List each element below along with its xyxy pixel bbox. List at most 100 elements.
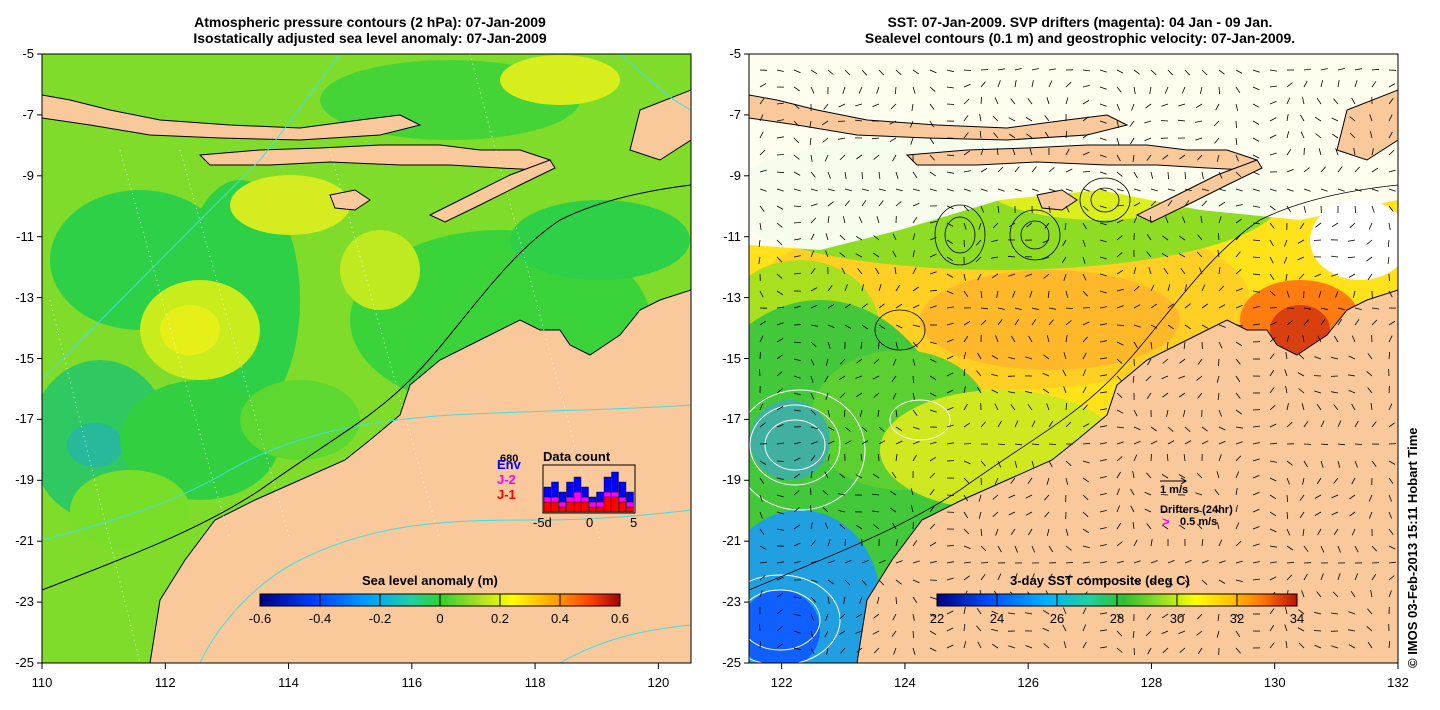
lat-tick-label: -13 [15, 289, 34, 305]
velocity-arrow [1014, 460, 1018, 468]
velocity-arrow [963, 460, 971, 465]
velocity-arrow [875, 267, 880, 275]
velocity-arrow [1351, 403, 1356, 411]
sla-field [42, 55, 690, 550]
data-count-bar [543, 501, 552, 513]
velocity-arrow [793, 392, 801, 396]
velocity-arrow [1042, 627, 1050, 632]
lon-tick-label: 110 [31, 675, 53, 690]
velocity-arrow [912, 454, 917, 462]
velocity-arrow [1184, 200, 1190, 207]
velocity-arrow [1031, 545, 1036, 553]
velocity-arrow [912, 267, 917, 275]
velocity-arrow [1065, 81, 1072, 88]
velocity-arrow [861, 440, 869, 445]
velocity-arrow [1218, 454, 1222, 462]
velocity-arrow [1367, 387, 1373, 394]
velocity-arrow [1235, 392, 1241, 399]
velocity-arrow [1116, 269, 1124, 275]
velocity-arrow [1269, 387, 1275, 394]
velocity-arrow [963, 273, 966, 281]
velocity-arrow [878, 560, 886, 564]
velocity-arrow [929, 409, 937, 413]
colorbar-tick-label: 0.2 [490, 611, 510, 626]
velocity-arrow [1314, 644, 1322, 649]
velocity-arrow [963, 641, 967, 649]
velocity-arrow [997, 205, 1000, 213]
velocity-arrow [929, 188, 937, 192]
velocity-arrow [1214, 489, 1220, 496]
velocity-arrow [1150, 560, 1158, 564]
velocity-arrow [1167, 579, 1173, 586]
velocity-arrow [1201, 188, 1209, 192]
velocity-arrow [1065, 562, 1074, 564]
velocity-arrow [1099, 239, 1107, 243]
velocity-arrow [1144, 508, 1152, 513]
velocity-arrow [827, 440, 835, 445]
velocity-arrow [995, 528, 999, 536]
velocity-arrow [929, 305, 937, 309]
velocity-arrow [963, 528, 970, 535]
velocity-arrow [1218, 86, 1221, 95]
velocity-arrow [929, 456, 937, 462]
velocity-arrow [1133, 202, 1141, 207]
velocity-arrow [1320, 80, 1323, 88]
velocity-arrow [1218, 171, 1223, 179]
velocity-arrow [1218, 324, 1226, 328]
velocity-arrow [1201, 200, 1207, 207]
lat-tick-label: -25 [722, 655, 741, 670]
velocity-arrow [1180, 268, 1186, 275]
lat-tick-label: -5 [729, 46, 741, 61]
data-count-bar [558, 506, 567, 513]
velocity-legend-label: 1 m/s [1160, 484, 1189, 496]
velocity-arrow [1031, 166, 1037, 173]
velocity-arrow [1195, 509, 1203, 513]
velocity-arrow [1065, 148, 1070, 156]
velocity-arrow [1235, 630, 1241, 638]
velocity-arrow [878, 341, 880, 350]
velocity-arrow [1116, 305, 1124, 309]
velocity-arrow [1235, 358, 1241, 365]
velocity-arrow [1116, 154, 1121, 162]
velocity-arrow [976, 386, 982, 394]
velocity-arrow [1216, 154, 1220, 162]
colorbar-tick-label: 22 [929, 611, 945, 626]
velocity-arrow [1167, 426, 1174, 432]
velocity-arrow [1337, 318, 1343, 326]
velocity-arrow [810, 630, 814, 638]
velocity-arrow [980, 528, 983, 537]
velocity-arrow [759, 511, 763, 519]
velocity-arrow [1269, 307, 1278, 309]
velocity-arrow [1388, 188, 1396, 192]
velocity-arrow [1184, 69, 1190, 76]
velocity-arrow [861, 560, 869, 564]
velocity-arrow [810, 487, 812, 496]
velocity-arrow [1014, 318, 1020, 326]
velocity-arrow [1008, 222, 1016, 228]
lon-tick-label: 124 [894, 675, 916, 690]
velocity-arrow [859, 409, 863, 417]
legend-j1: J-1 [497, 487, 516, 502]
velocity-arrow [1046, 528, 1050, 536]
velocity-arrow [1010, 528, 1016, 536]
velocity-arrow [1388, 545, 1396, 550]
velocity-arrow [1269, 442, 1278, 445]
velocity-arrow [1320, 420, 1325, 428]
velocity-arrow [946, 290, 954, 295]
velocity-arrow [929, 560, 937, 564]
velocity-arrow [1116, 120, 1120, 128]
velocity-arrow [1149, 86, 1152, 94]
velocity-arrow [1235, 579, 1243, 582]
velocity-arrow [861, 579, 867, 586]
velocity-arrow [912, 216, 918, 224]
lon-tick-label: 128 [1140, 675, 1163, 690]
velocity-arrow [861, 324, 869, 330]
velocity-arrow [1331, 511, 1339, 516]
velocity-arrow [1235, 251, 1241, 258]
velocity-arrow [1335, 148, 1339, 156]
velocity-arrow [963, 494, 968, 502]
velocity-arrow [1269, 511, 1277, 517]
velocity-arrow [1048, 307, 1056, 310]
velocity-arrow [1031, 68, 1039, 71]
velocity-arrow [963, 222, 967, 230]
